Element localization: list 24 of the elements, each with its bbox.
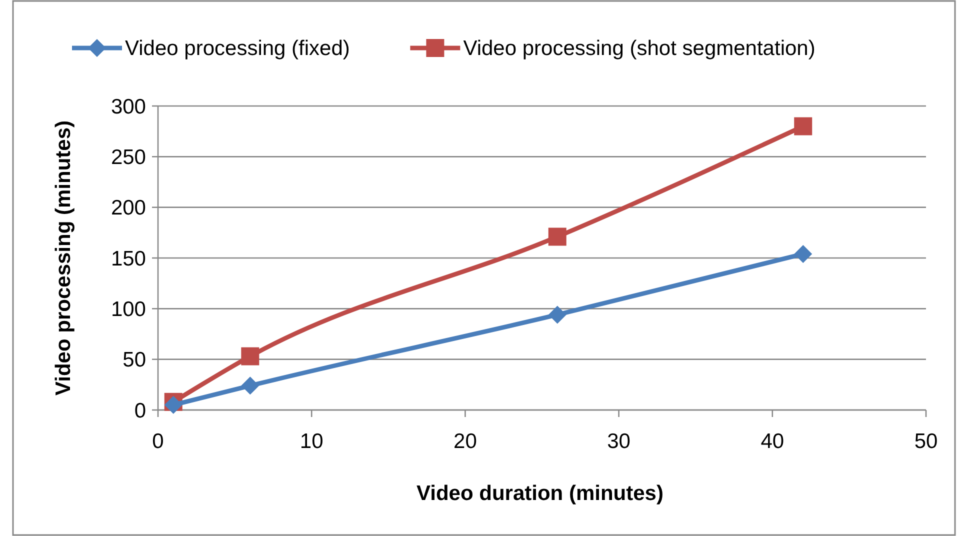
point <box>241 376 260 395</box>
legend-label: Video processing (shot segmentation) <box>463 37 816 60</box>
x-tick-label: 40 <box>760 430 784 453</box>
y-tick-label: 0 <box>134 399 146 422</box>
x-tick-label: 20 <box>454 430 477 453</box>
x-tick-label: 50 <box>914 430 938 453</box>
y-tick-label: 150 <box>110 247 146 270</box>
y-tick-label: 100 <box>110 298 146 322</box>
x-tick-label: 30 <box>607 430 630 453</box>
y-tick-label: 300 <box>110 95 146 118</box>
point <box>164 396 182 414</box>
point <box>548 306 566 324</box>
point <box>794 244 812 263</box>
x-tick-label: 0 <box>152 430 164 453</box>
y-tick-label: 200 <box>110 196 146 220</box>
x-axis-title: Video duration (minutes) <box>416 482 664 505</box>
legend-label: Video processing (fixed) <box>125 37 350 60</box>
y-tick-label: 50 <box>122 348 146 372</box>
y-axis-title: Video processing (minutes) <box>52 120 75 396</box>
x-tick-label: 10 <box>300 430 324 453</box>
point <box>548 228 566 246</box>
point <box>241 347 260 366</box>
point <box>794 117 812 136</box>
y-tick-label: 250 <box>110 146 146 170</box>
